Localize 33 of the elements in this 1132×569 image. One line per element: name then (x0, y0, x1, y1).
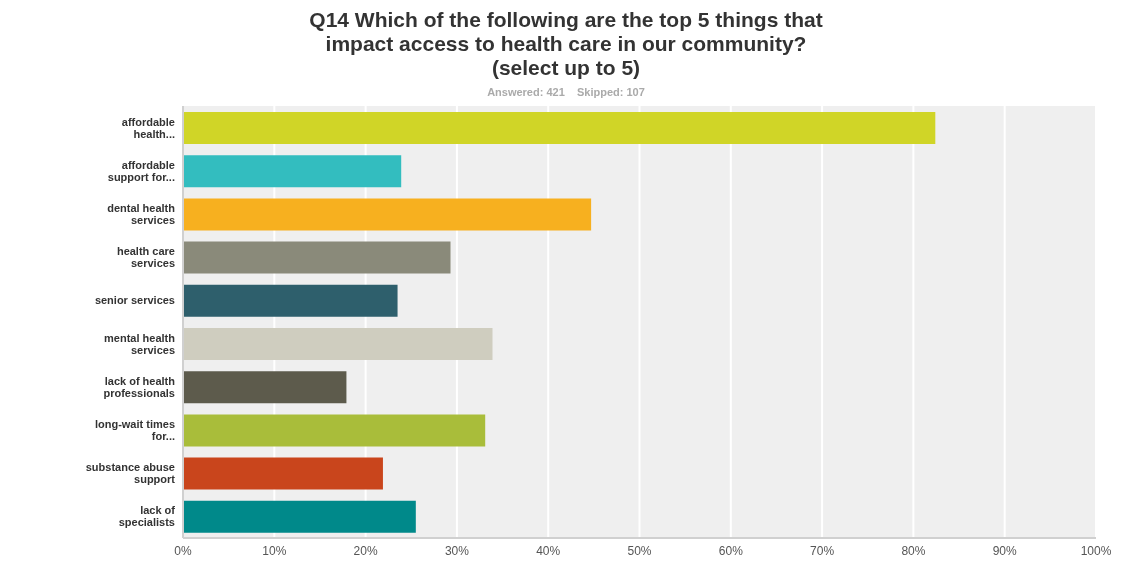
bar (183, 414, 486, 447)
x-tick-label: 40% (536, 543, 561, 558)
y-tick-label: mental health services (104, 331, 176, 356)
x-tick-label: 50% (627, 543, 652, 558)
bar (183, 284, 398, 317)
x-tick-label: 10% (262, 543, 287, 558)
bar (183, 457, 383, 490)
y-tick-label: affordable health... (121, 115, 175, 140)
y-tick-label: lack of specialists (118, 504, 176, 529)
x-tick-label: 80% (901, 543, 926, 558)
y-tick-label: affordable support for... (107, 158, 175, 183)
bar (183, 155, 402, 188)
bar (183, 241, 451, 274)
chart-subtitle: Answered: 421 Skipped: 107 (486, 86, 646, 98)
y-tick-label: dental health services (107, 202, 176, 226)
bar (183, 371, 347, 404)
y-tick-label: senior services (94, 294, 175, 307)
bar (183, 112, 936, 144)
bar (183, 198, 592, 231)
x-tick-label: 100% (1080, 543, 1112, 558)
chart-title: Q14 Which of the following are the top 5 things that impact access to health care in our community? (select up to 5) (308, 8, 824, 80)
x-tick-label: 60% (718, 543, 744, 558)
y-tick-label: health care services (116, 245, 175, 270)
y-tick-label: substance abuse support (85, 461, 176, 486)
y-tick-label: long-wait times for... (94, 418, 175, 442)
x-tick-label: 0% (174, 543, 192, 558)
x-tick-label: 30% (444, 543, 470, 558)
y-tick-label: lack of health professionals (103, 374, 176, 399)
x-tick-label: 70% (810, 543, 835, 558)
x-tick-label: 90% (992, 543, 1018, 558)
x-tick-label: 20% (353, 543, 378, 558)
bar (183, 328, 493, 360)
bar (183, 500, 416, 533)
